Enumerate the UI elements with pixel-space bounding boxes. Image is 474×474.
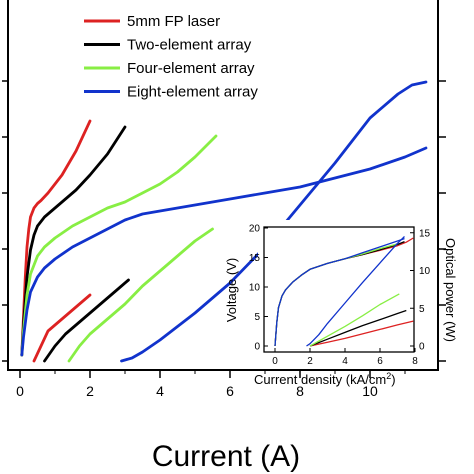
inset-x-tick-label: 2 (307, 356, 313, 367)
inset-x-tick-label: 4 (342, 356, 348, 367)
series-line-two-element-array-voltage (20, 125, 127, 357)
legend-label-two-element-array: Two-element array (127, 37, 252, 54)
inset-ylabel-right: Optical power (W) (443, 238, 458, 342)
main-right-ticks (2, 80, 446, 362)
main-x-tick-label: 2 (86, 383, 94, 399)
main-x-ticks: 0 2 4 6 8 10 (16, 370, 406, 399)
legend-label-5mm-fp-laser: 5mm FP laser (127, 13, 220, 30)
inset-y-right-tick-label: 5 (419, 304, 425, 315)
inset-ylabel-left: Voltage (V) (224, 258, 239, 322)
series-line-5mm-fp-laser-voltage (20, 119, 92, 357)
series-line-5mm-fp-laser-power (32, 293, 92, 363)
series-line-eight-element-array-voltage (20, 146, 428, 357)
legend-label-four-element-array: Four-element array (127, 60, 255, 77)
legend-label-eight-element-array: Eight-element array (127, 84, 258, 101)
inset-y-right-tick-label: 10 (419, 266, 431, 277)
inset-y-tick-label: 20 (249, 224, 261, 235)
main-series-lines (20, 80, 428, 363)
inset-xlabel-main: Current density (kA/cm (254, 372, 386, 387)
main-x-tick-label: 6 (226, 383, 234, 399)
main-x-tick-label: 8 (296, 383, 304, 399)
legend: 5mm FP laser Two-element array Four-elemen… (84, 13, 258, 101)
inset-series-line-eight-element-array-power (306, 236, 405, 347)
inset-y-tick-label: 0 (254, 342, 260, 353)
inset-series-line-two-element-array-power (309, 309, 407, 347)
inset-background (258, 220, 432, 350)
inset-x-tick-label: 0 (272, 356, 278, 367)
series-line-four-element-array-power (67, 227, 214, 363)
series-line-four-element-array-voltage (20, 134, 218, 357)
plot-frame (7, 0, 439, 371)
main-x-tick-label: 0 (16, 383, 24, 399)
inset-y-tick-label: 10 (249, 283, 261, 294)
inset-y-tick-label: 15 (249, 253, 261, 264)
inset-xlabel: Current density (kA/cm2) (254, 371, 396, 387)
main-xlabel: Current (A) (152, 440, 300, 473)
inset-y-right-tick-label: 0 (419, 342, 425, 353)
inset-xlabel-end: ) (391, 372, 395, 387)
inset-xlabel-sup: 2 (386, 371, 391, 381)
main-x-tick-label: 10 (362, 383, 378, 399)
inset-series-line-5mm-fp-laser-power (309, 320, 414, 347)
inset-x-tick-label: 6 (377, 356, 383, 367)
inset-y-right-tick-label: 15 (419, 228, 431, 239)
inset-series-line-four-element-array-power (309, 293, 400, 347)
inset-y-tick-label: 5 (254, 312, 260, 323)
series-line-two-element-array-power (43, 278, 130, 363)
inset-series-line-eight-element-array-voltage (274, 237, 405, 347)
main-x-tick-label: 4 (156, 383, 164, 399)
inset-frame (263, 226, 415, 353)
inset-x-tick-label: 8 (412, 356, 418, 367)
inset-series-lines (274, 236, 414, 347)
